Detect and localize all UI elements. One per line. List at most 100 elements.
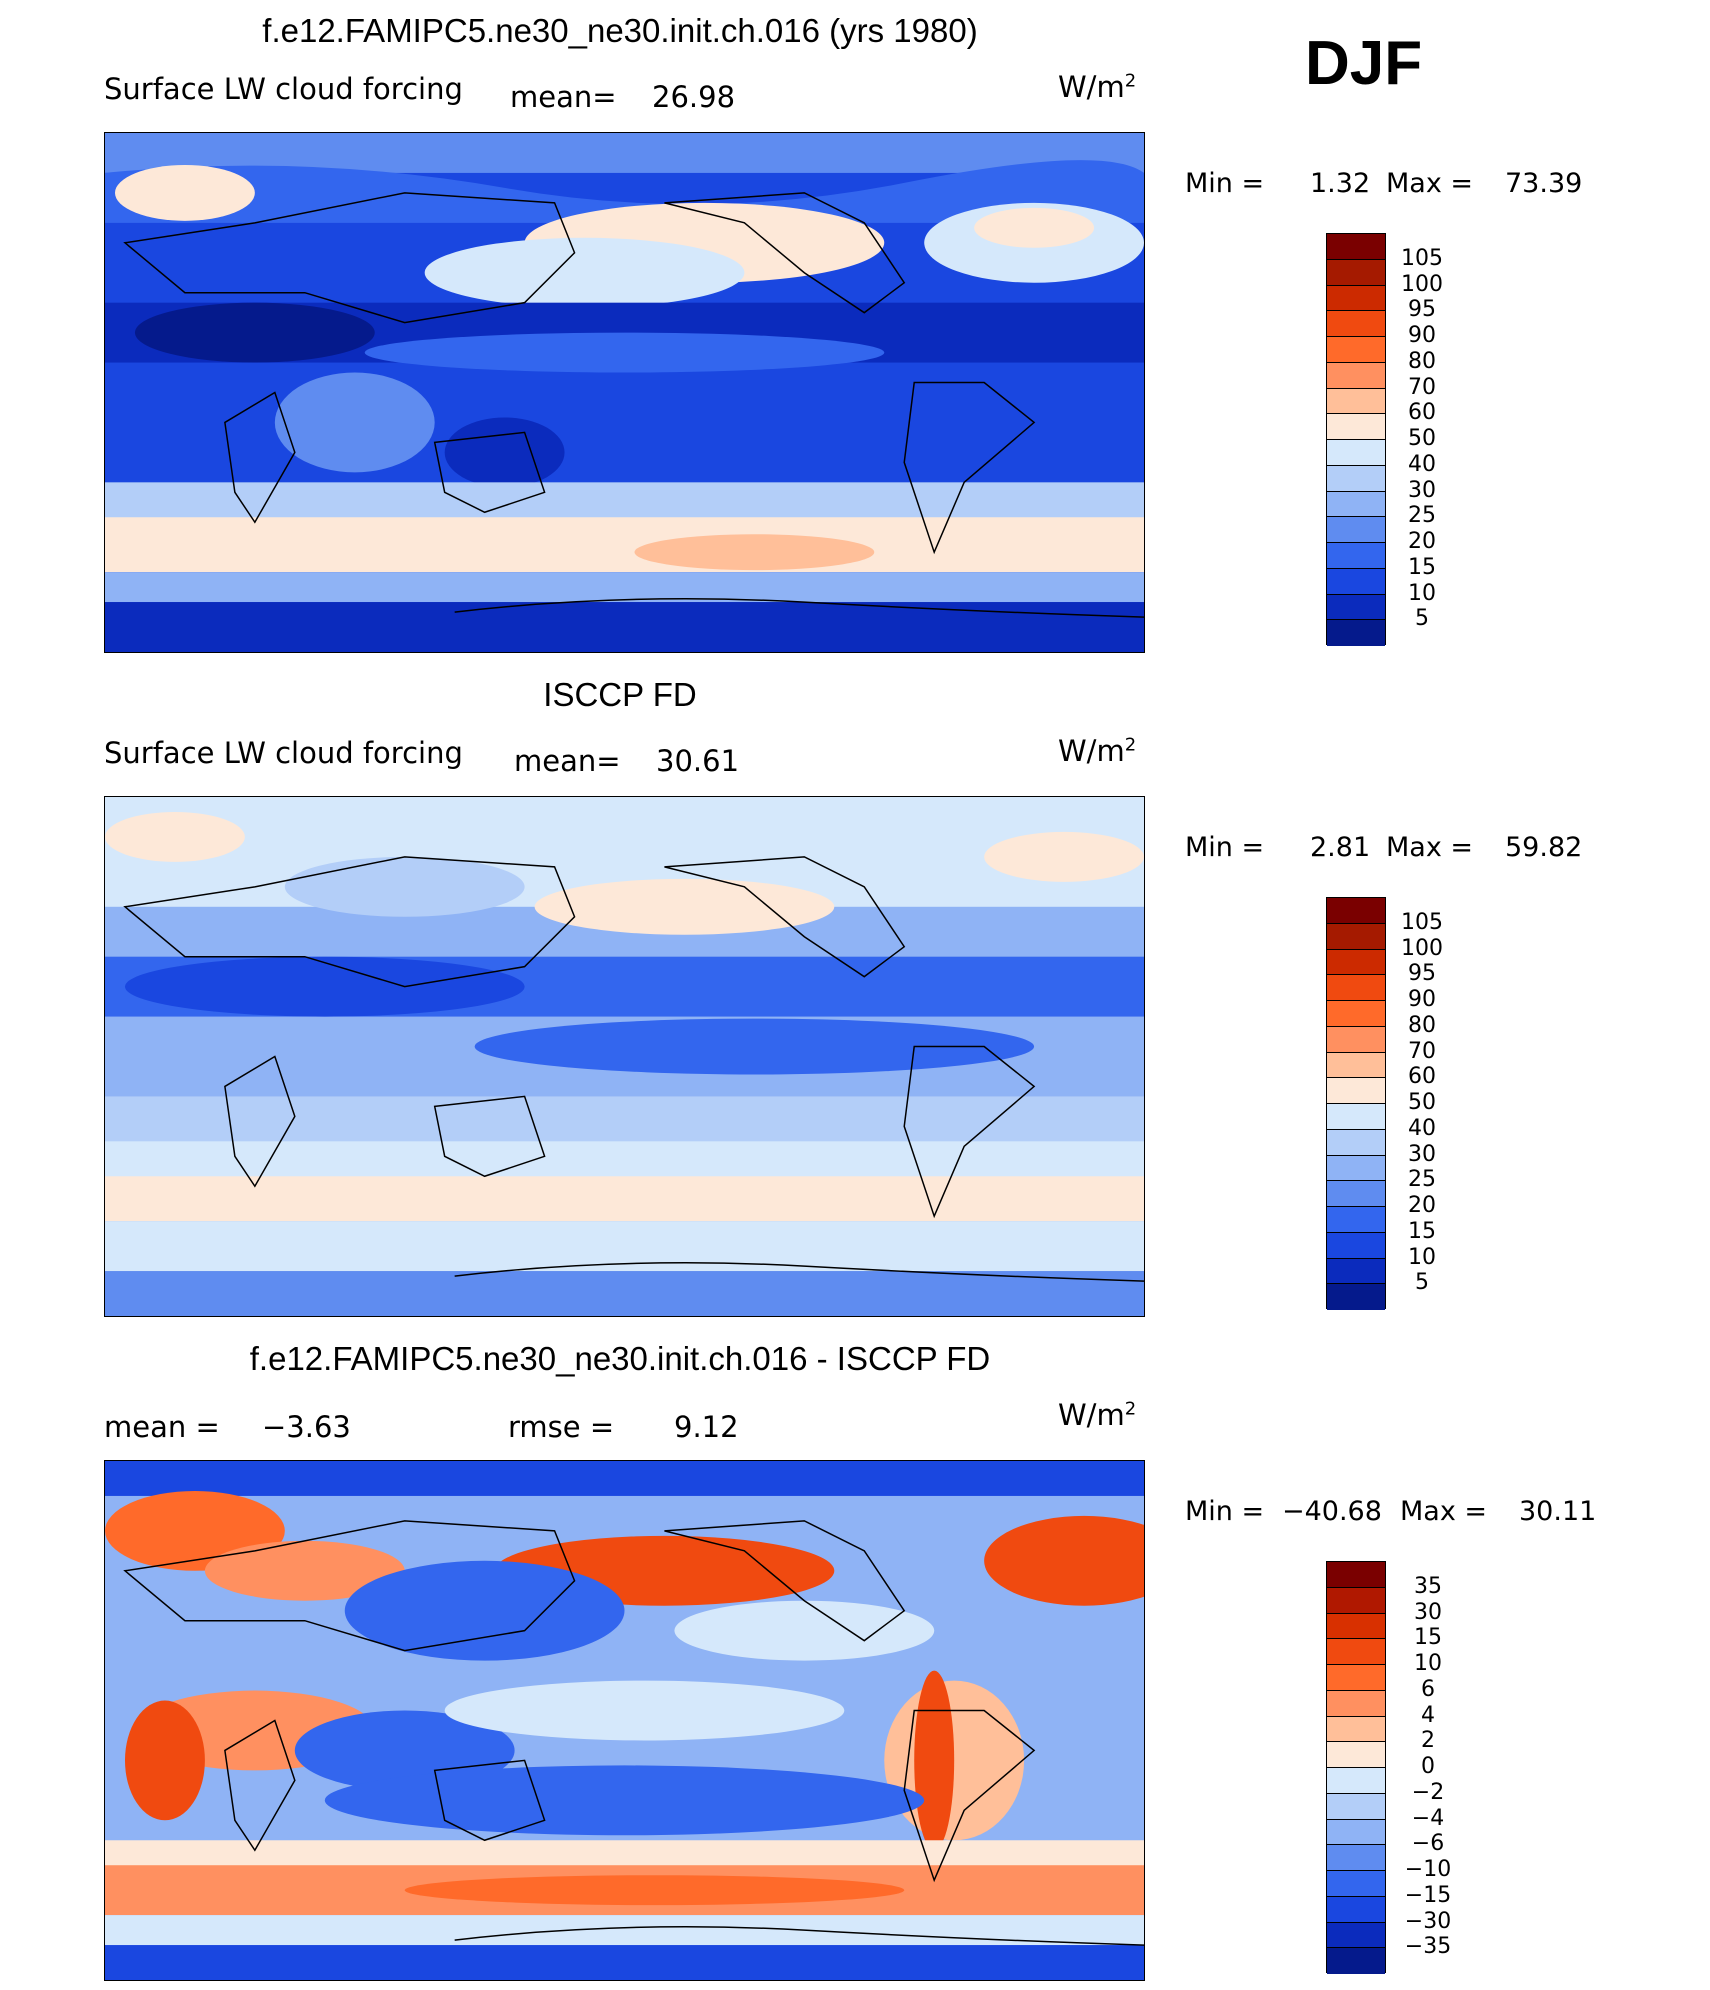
colorbar-label-obs: 90 [1408, 987, 1436, 1012]
colorbar-label-diff: 0 [1421, 1754, 1435, 1779]
colorbar-label-diff: 2 [1421, 1728, 1435, 1754]
map-obs-svg [105, 797, 1144, 1316]
colorbar-label-obs: 10 [1408, 1244, 1436, 1270]
colorbar-label-model: 90 [1408, 323, 1436, 348]
colorbar-label-obs: 15 [1408, 1218, 1436, 1244]
units-obs: W/m2 [1058, 734, 1137, 768]
colorbar-label-diff: −2 [1411, 1779, 1445, 1805]
units-model: W/m2 [1058, 70, 1137, 104]
colorbar-swatch [1327, 1052, 1385, 1079]
mean-label-diff: mean = [104, 1410, 220, 1444]
colorbar-swatch [1327, 285, 1385, 312]
colorbar-swatch [1327, 1922, 1385, 1949]
colorbar-label-model: 20 [1408, 529, 1436, 554]
colorbar-label-diff: 15 [1414, 1625, 1442, 1651]
panel-title-model: f.e12.FAMIPC5.ne30_ne30.init.ch.016 (yrs… [262, 12, 978, 49]
colorbar-swatch [1327, 898, 1385, 924]
max-label-model: Max = [1386, 168, 1474, 199]
min-value-model: 1.32 [1310, 168, 1371, 199]
colorbar-swatch [1327, 234, 1385, 260]
min-label-obs: Min = [1185, 832, 1265, 863]
colorbar-swatch [1327, 1716, 1385, 1743]
colorbar-swatch [1327, 311, 1385, 337]
colorbar-swatch [1327, 1129, 1385, 1156]
colorbar-label-diff: −35 [1404, 1934, 1452, 1960]
colorbar-label-obs: 105 [1401, 909, 1443, 935]
colorbar-swatch [1327, 259, 1385, 286]
colorbar-swatch [1327, 1026, 1385, 1053]
min-value-obs: 2.81 [1310, 832, 1371, 863]
colorbar-label-obs: 70 [1408, 1038, 1436, 1064]
max-label-obs: Max = [1386, 832, 1474, 863]
colorbar-label-model: 30 [1408, 477, 1436, 503]
colorbar-label-model: 100 [1401, 271, 1443, 297]
colorbar-label-obs: 5 [1415, 1270, 1429, 1296]
mean-value-obs: 30.61 [656, 744, 740, 778]
colorbar-swatch [1327, 1207, 1385, 1233]
mean-value-diff: −3.63 [262, 1410, 351, 1444]
colorbar-swatch [1327, 1001, 1385, 1027]
colorbar-swatch [1327, 1896, 1385, 1923]
max-label-diff: Max = [1400, 1496, 1488, 1527]
colorbar-label-diff: 35 [1414, 1573, 1442, 1599]
mean-label-model: mean= [510, 80, 617, 114]
colorbar-swatch [1327, 1181, 1385, 1207]
mean-value-model: 26.98 [652, 80, 736, 114]
colorbar-swatch [1327, 1639, 1385, 1665]
colorbar-swatch [1327, 1768, 1385, 1794]
colorbar-label-model: 5 [1415, 606, 1429, 632]
colorbar-swatch [1327, 362, 1385, 389]
colorbar-swatch [1327, 1665, 1385, 1691]
colorbar-label-diff: 10 [1414, 1651, 1442, 1676]
colorbar-swatch [1327, 1613, 1385, 1640]
colorbar-label-diff: 6 [1421, 1676, 1435, 1702]
colorbar-diff [1326, 1561, 1386, 1974]
colorbar-label-model: 10 [1408, 580, 1436, 606]
colorbar-label-model: 50 [1408, 426, 1436, 451]
colorbar-label-obs: 100 [1401, 935, 1443, 961]
colorbar-label-diff: −15 [1404, 1882, 1452, 1908]
colorbar-label-diff: −10 [1404, 1857, 1452, 1882]
colorbar-label-model: 15 [1408, 554, 1436, 580]
map-panel-obs [104, 796, 1145, 1317]
colorbar-swatch [1327, 1793, 1385, 1820]
colorbar-label-model: 40 [1408, 451, 1436, 477]
panel-title-diff: f.e12.FAMIPC5.ne30_ne30.init.ch.016 - IS… [249, 1340, 991, 1377]
colorbar-swatch [1327, 1948, 1385, 1974]
colorbar-swatch [1327, 594, 1385, 621]
colorbar-swatch [1327, 923, 1385, 950]
season-label: DJF [1305, 29, 1423, 98]
colorbar-label-obs: 95 [1408, 961, 1436, 987]
colorbar-model [1326, 233, 1386, 646]
colorbar-swatch [1327, 1258, 1385, 1285]
colorbar-swatch [1327, 543, 1385, 569]
colorbar-swatch [1327, 1690, 1385, 1717]
map-panel-model [104, 132, 1145, 653]
colorbar-swatch [1327, 491, 1385, 518]
colorbar-label-model: 60 [1408, 400, 1436, 426]
colorbar-label-model: 25 [1408, 503, 1436, 529]
min-value-diff: −40.68 [1282, 1496, 1382, 1527]
colorbar-label-diff: −4 [1411, 1805, 1445, 1831]
colorbar-label-obs: 50 [1408, 1090, 1436, 1115]
colorbar-swatch [1327, 1845, 1385, 1871]
max-value-model: 73.39 [1505, 168, 1583, 199]
colorbar-swatch [1327, 620, 1385, 646]
colorbar-swatch [1327, 337, 1385, 363]
colorbar-swatch [1327, 1871, 1385, 1897]
colorbar-swatch [1327, 440, 1385, 466]
colorbar-label-obs: 30 [1408, 1141, 1436, 1167]
map-model-svg [105, 133, 1144, 652]
colorbar-label-obs: 60 [1408, 1064, 1436, 1090]
colorbar-swatch [1327, 1104, 1385, 1130]
colorbar-label-diff: −6 [1411, 1831, 1445, 1857]
subtitle-obs: Surface LW cloud forcing [104, 736, 463, 770]
colorbar-swatch [1327, 1819, 1385, 1846]
colorbar-swatch [1327, 975, 1385, 1001]
colorbar-label-diff: −30 [1404, 1908, 1452, 1934]
colorbar-label-model: 80 [1408, 348, 1436, 374]
colorbar-label-obs: 25 [1408, 1167, 1436, 1193]
colorbar-swatch [1327, 1155, 1385, 1182]
rmse-label-diff: rmse = [508, 1410, 615, 1444]
colorbar-swatch [1327, 1232, 1385, 1259]
